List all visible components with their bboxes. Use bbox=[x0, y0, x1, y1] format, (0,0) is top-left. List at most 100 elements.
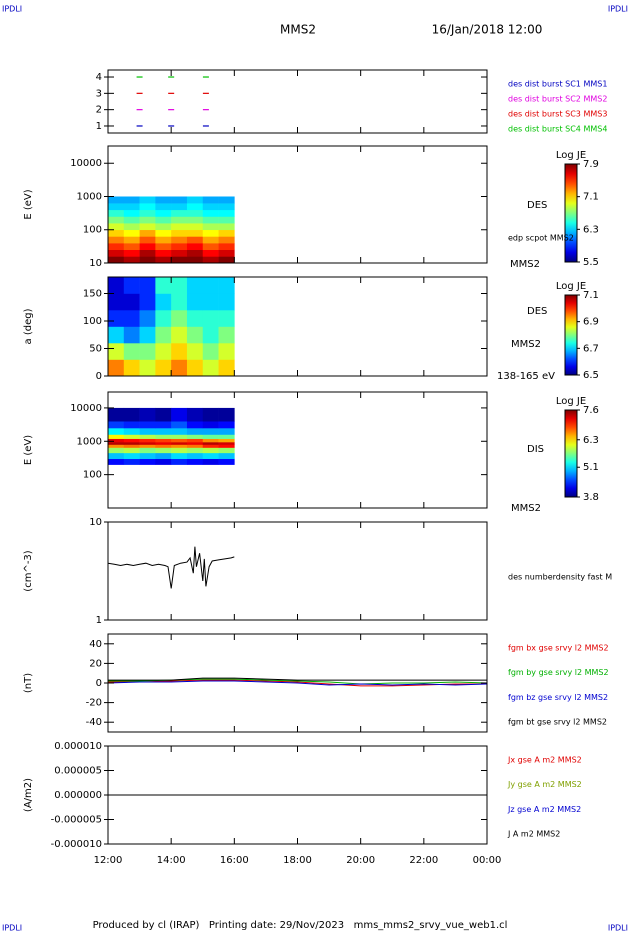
heat-cell bbox=[123, 277, 140, 294]
heat-cell bbox=[218, 196, 235, 204]
heat-cell bbox=[155, 442, 172, 445]
heat-cell bbox=[202, 196, 219, 204]
heat-cell bbox=[186, 444, 204, 448]
heat-cell bbox=[218, 249, 235, 257]
heat-cell bbox=[155, 310, 172, 327]
heat-cell bbox=[123, 434, 140, 439]
heat-cell bbox=[108, 310, 125, 327]
heat-cell bbox=[186, 293, 204, 311]
heat-cell bbox=[202, 209, 219, 217]
heat-cell bbox=[108, 407, 125, 422]
heat-cell bbox=[186, 203, 204, 211]
heat-cell bbox=[123, 421, 140, 429]
heat-cell bbox=[108, 359, 125, 376]
heat-cell bbox=[123, 359, 140, 376]
heat-cell bbox=[218, 216, 235, 224]
heat-cell bbox=[218, 256, 235, 263]
y-tick-label: 1000 bbox=[77, 191, 102, 202]
heat-cell bbox=[218, 243, 235, 251]
heat-cell bbox=[155, 452, 172, 460]
line bbox=[108, 680, 487, 686]
heat-cell bbox=[186, 249, 204, 257]
heat-cell bbox=[123, 458, 140, 465]
heat-cell bbox=[123, 326, 140, 344]
heat-cell bbox=[218, 229, 235, 237]
colorbar-label: 3.8 bbox=[583, 492, 599, 503]
legend-entry: des dist burst SC2 MMS2 bbox=[508, 95, 607, 104]
heat-cell bbox=[155, 428, 172, 435]
heat-cell bbox=[139, 434, 156, 439]
heat-cell bbox=[155, 216, 172, 224]
heat-cell bbox=[139, 452, 156, 460]
y-axis-label: a (deg) bbox=[23, 308, 34, 344]
legend-entry: Jy gse A m2 MMS2 bbox=[507, 780, 582, 789]
colorbar-label: 6.3 bbox=[583, 435, 599, 446]
heat-cell bbox=[123, 229, 140, 237]
y-tick-label: 1 bbox=[96, 615, 102, 626]
colorbar-label: 7.1 bbox=[583, 290, 599, 301]
heat-cell bbox=[202, 229, 219, 237]
heat-cell bbox=[123, 442, 140, 445]
legend-entry: des dist burst SC3 MMS3 bbox=[508, 110, 607, 119]
heat-cell bbox=[123, 223, 140, 231]
colorbar-label: 6.7 bbox=[583, 343, 599, 354]
legend-entry: fgm bt gse srvy l2 MMS2 bbox=[508, 718, 607, 727]
heat-cell bbox=[108, 421, 125, 429]
heat-cell bbox=[202, 203, 219, 211]
heat-cell bbox=[218, 223, 235, 231]
plot-area bbox=[108, 546, 235, 589]
heat-cell bbox=[202, 434, 219, 439]
heat-cell bbox=[186, 438, 204, 443]
heat-cell bbox=[171, 326, 188, 344]
heat-cell bbox=[202, 256, 219, 263]
annotation: edp scpot MMS2 bbox=[508, 234, 574, 243]
heat-cell bbox=[123, 209, 140, 217]
heat-cell bbox=[218, 326, 235, 344]
heat-cell bbox=[139, 196, 156, 204]
heat-cell bbox=[186, 223, 204, 231]
heat-cell bbox=[139, 203, 156, 211]
y-tick-label: 0.000000 bbox=[54, 790, 102, 801]
heat-cell bbox=[155, 223, 172, 231]
y-tick-label: 4 bbox=[96, 72, 102, 83]
heat-cell bbox=[123, 438, 140, 443]
heat-cell bbox=[139, 442, 156, 445]
heat-cell bbox=[139, 229, 156, 237]
heat-cell bbox=[186, 452, 204, 460]
legend-entry: J A m2 MMS2 bbox=[507, 830, 560, 839]
annotation: DIS bbox=[527, 444, 544, 455]
y-axis-label: (nT) bbox=[23, 673, 34, 693]
heat-cell bbox=[108, 236, 125, 244]
heat-cell bbox=[218, 236, 235, 244]
heat-cell bbox=[171, 442, 188, 445]
heat-cell bbox=[155, 326, 172, 344]
heat-cell bbox=[218, 203, 235, 211]
heat-cell bbox=[171, 203, 188, 211]
legend-entry: des dist burst SC1 MMS1 bbox=[508, 80, 607, 89]
heat-cell bbox=[218, 442, 235, 445]
heat-cell bbox=[186, 310, 204, 327]
heat-cell bbox=[139, 458, 156, 465]
heat-cell bbox=[139, 407, 156, 422]
y-tick-label: 1000 bbox=[77, 436, 102, 447]
heat-cell bbox=[218, 444, 235, 448]
heat-cell bbox=[139, 447, 156, 454]
plot-area bbox=[108, 677, 487, 687]
panel: Log JE 3.8 5.1 6.3 7.6 DIS MMS2 100 1000 10000 E (… bbox=[23, 391, 599, 514]
colorbar-label: 7.6 bbox=[583, 405, 599, 416]
heat-cell bbox=[202, 452, 219, 460]
heat-cell bbox=[186, 458, 204, 465]
annotation: MMS2 bbox=[510, 259, 540, 270]
heat-cell bbox=[186, 277, 204, 294]
date: 16/Jan/2018 12:00 bbox=[432, 23, 543, 37]
legend-entry: fgm bz gse srvy l2 MMS2 bbox=[508, 693, 608, 702]
heat-cell bbox=[155, 256, 172, 263]
y-tick-label: -20 bbox=[86, 698, 102, 709]
title: MMS2 bbox=[280, 23, 316, 37]
heat-cell bbox=[171, 343, 188, 360]
heat-cell bbox=[171, 458, 188, 465]
y-tick-label: 10 bbox=[89, 258, 102, 269]
heat-cell bbox=[218, 293, 235, 311]
heat-cell bbox=[108, 203, 125, 211]
heat-cell bbox=[171, 236, 188, 244]
